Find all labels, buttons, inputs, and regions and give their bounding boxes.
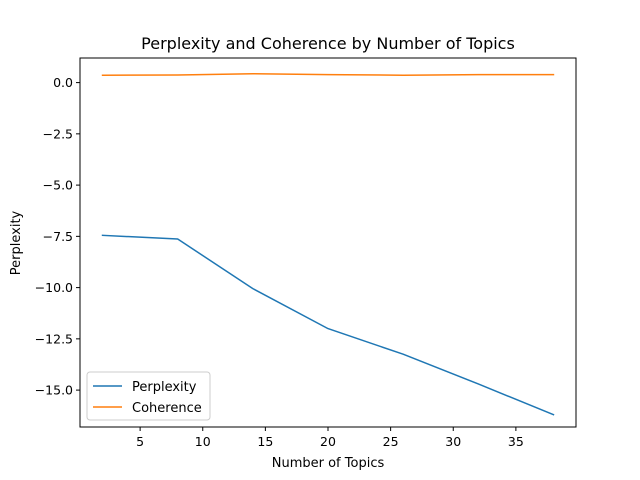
x-tick-label: 25 xyxy=(383,434,399,449)
series-layer xyxy=(101,73,555,416)
x-tick-label: 15 xyxy=(257,434,273,449)
y-tick-label: −7.5 xyxy=(43,229,73,244)
x-tick-label: 5 xyxy=(136,434,144,449)
x-tick-label: 35 xyxy=(508,434,524,449)
legend-label-coherence: Coherence xyxy=(132,401,202,416)
legend: Perplexity Coherence xyxy=(86,371,211,421)
x-tick-label: 20 xyxy=(320,434,336,449)
y-tick-label: −15.0 xyxy=(35,383,73,398)
x-tick-label: 30 xyxy=(445,434,461,449)
chart-title: Perplexity and Coherence by Number of To… xyxy=(141,34,515,53)
y-tick-label: 0.0 xyxy=(53,75,73,90)
legend-label-perplexity: Perplexity xyxy=(132,380,197,395)
y-tick-label: −2.5 xyxy=(43,126,73,141)
x-axis-label: Number of Topics xyxy=(272,456,385,471)
y-axis-label: Perplexity xyxy=(9,210,24,275)
y-tick-label: −12.5 xyxy=(35,331,73,346)
y-tick-label: −10.0 xyxy=(35,280,73,295)
legend-box xyxy=(86,371,211,421)
y-tick-label: −5.0 xyxy=(43,178,73,193)
x-axis: 5 10 15 20 25 30 35 xyxy=(136,427,524,449)
y-axis: 0.0 −2.5 −5.0 −7.5 −10.0 −12.5 −15.0 xyxy=(35,75,80,398)
x-tick-label: 10 xyxy=(195,434,211,449)
